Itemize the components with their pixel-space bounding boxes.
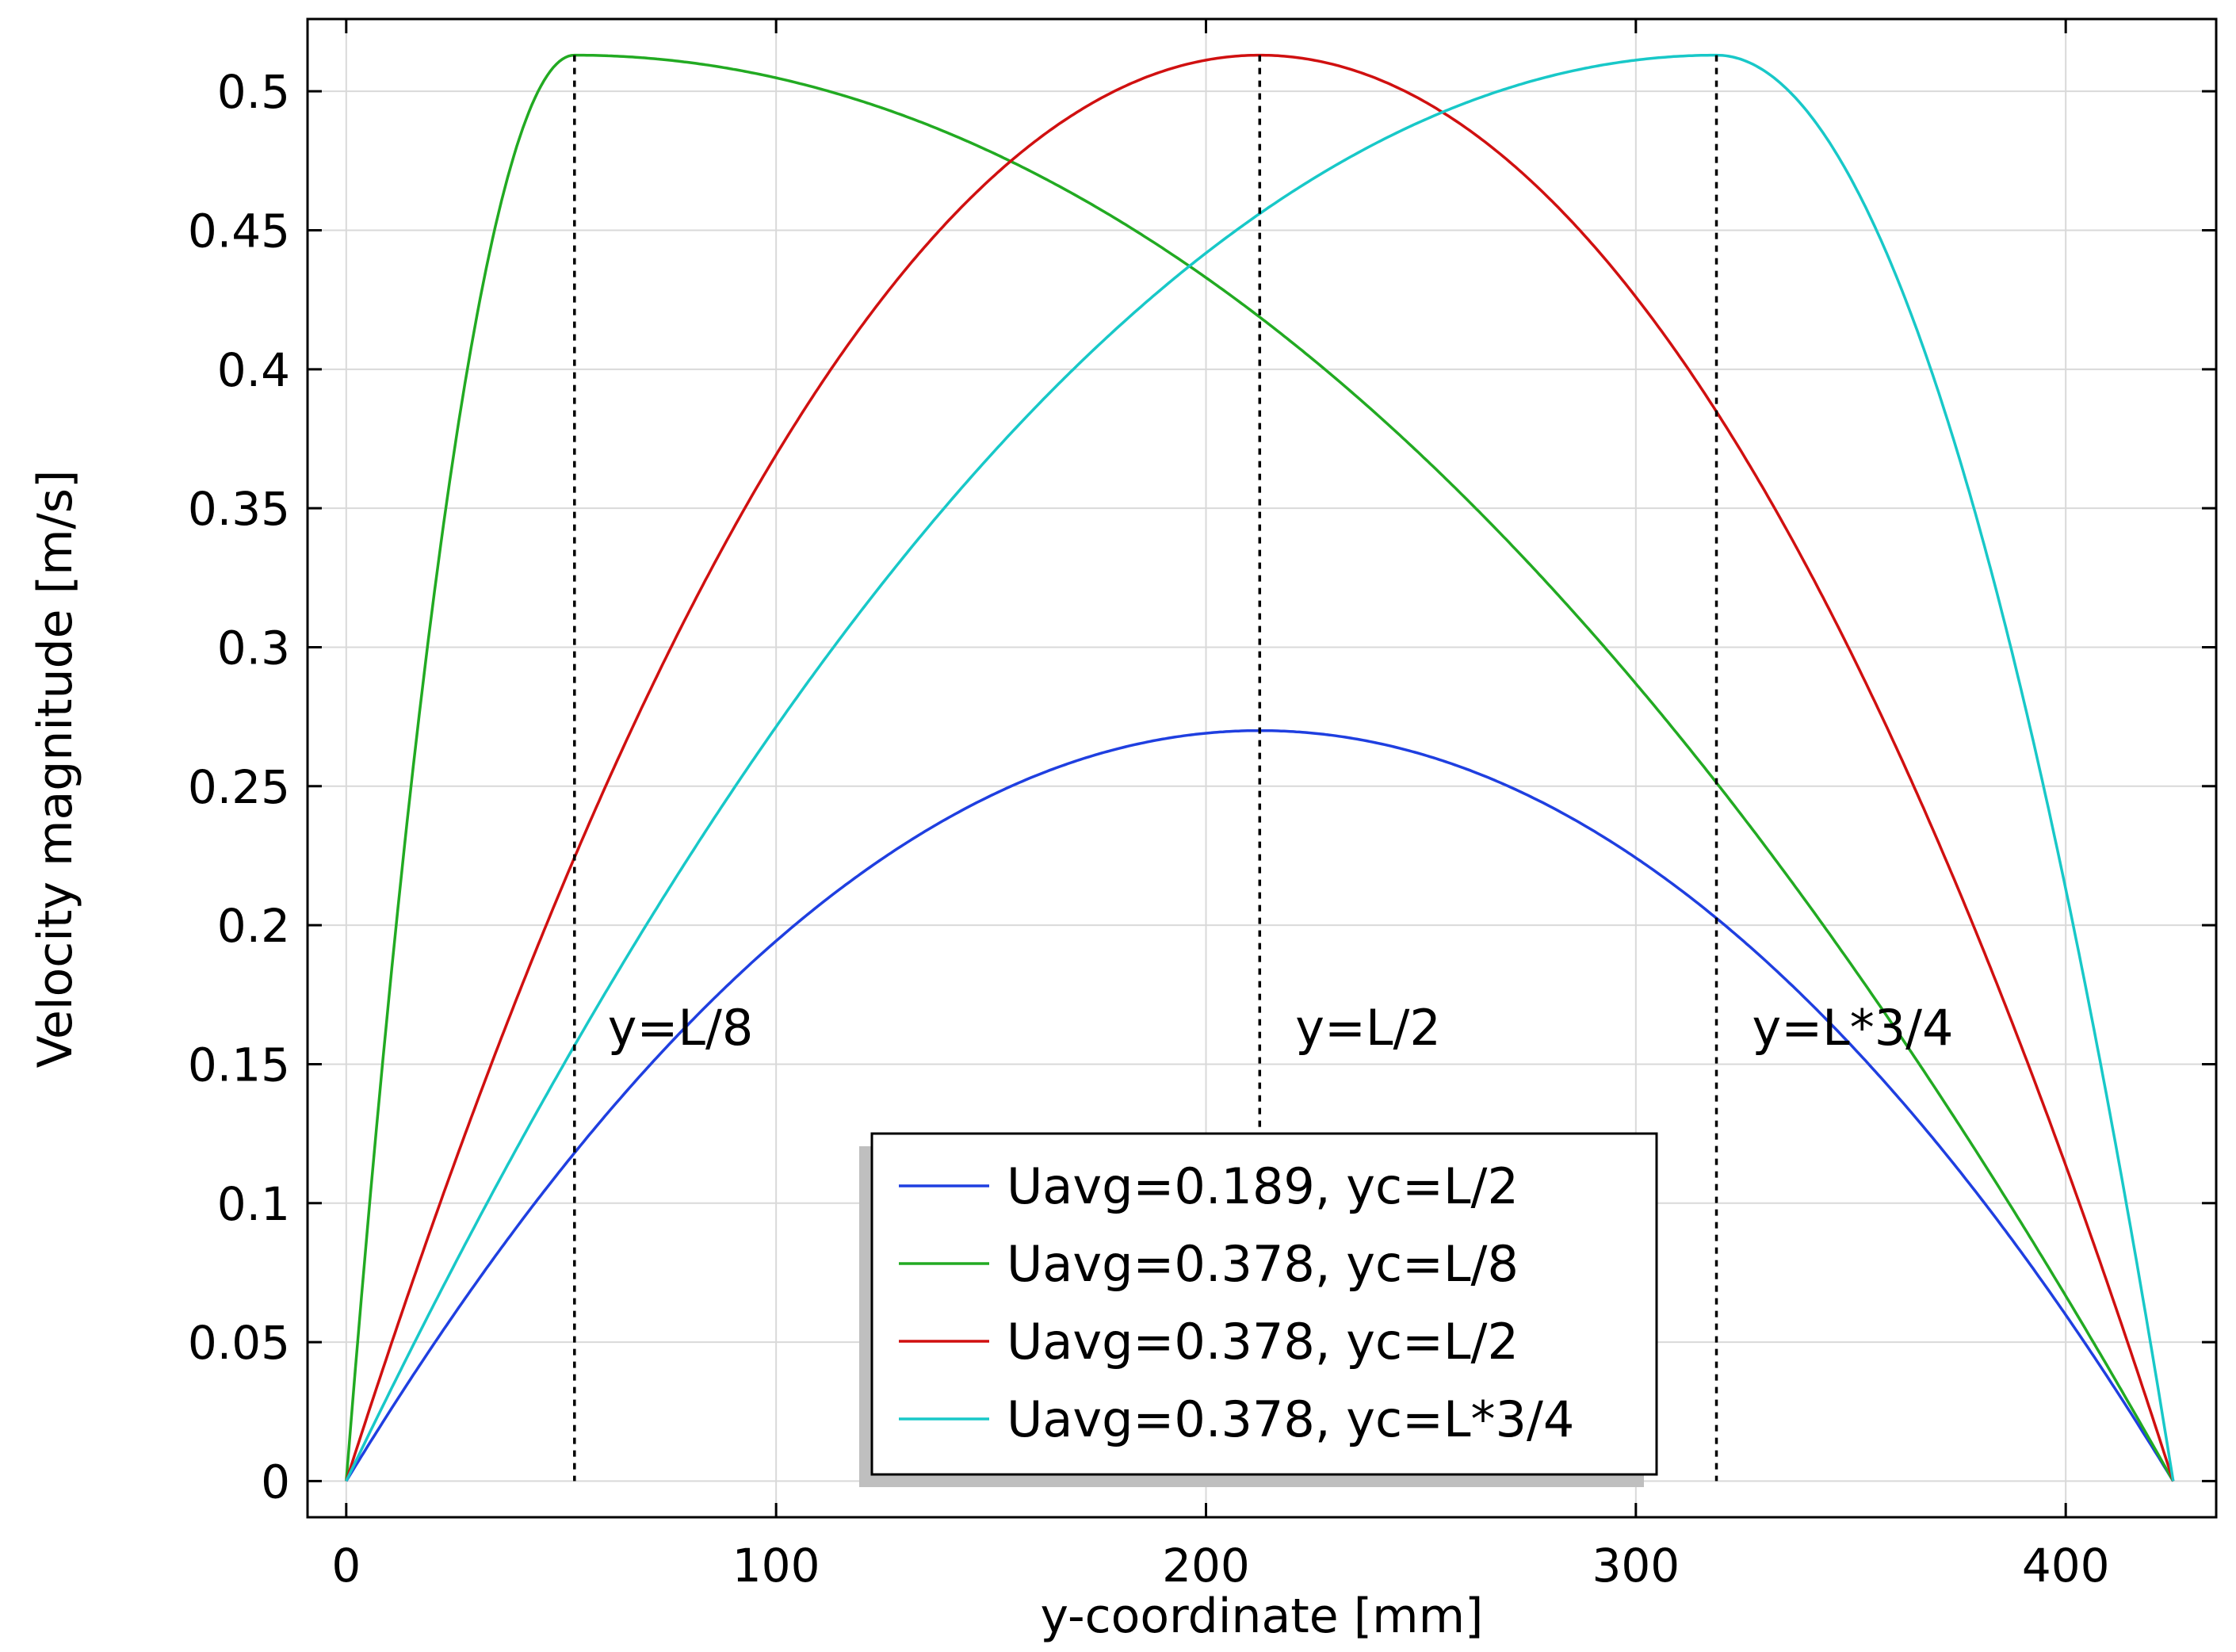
legend-entry: Uavg=0.189, yc=L/2 [1007, 1157, 1519, 1215]
x-tick-label: 400 [2022, 1539, 2110, 1593]
x-axis-title: y-coordinate [mm] [1041, 1589, 1484, 1644]
reference-label: y=L/8 [608, 999, 754, 1057]
y-tick-label: 0.15 [188, 1038, 290, 1092]
y-tick-label: 0.2 [217, 899, 290, 953]
y-tick-label: 0.3 [217, 621, 290, 675]
x-axis-ticks: 0 100 200 300 400 [331, 19, 2110, 1593]
legend-entry: Uavg=0.378, yc=L/8 [1007, 1235, 1519, 1293]
y-axis-title: Velocity magnitude [m/s] [28, 470, 83, 1069]
legend-entry: Uavg=0.378, yc=L/2 [1007, 1313, 1519, 1371]
reference-label: y=L*3/4 [1752, 999, 1954, 1057]
x-tick-label: 300 [1592, 1539, 1680, 1593]
legend-box [870, 1132, 1658, 1476]
reference-label: y=L/2 [1295, 999, 1441, 1057]
x-tick-label: 100 [732, 1539, 820, 1593]
y-tick-label: 0 [261, 1455, 290, 1509]
grid-lines [308, 19, 2216, 1517]
y-tick-label: 0.1 [217, 1177, 290, 1231]
reference-lines: y=L/8 y=L/2 y=L*3/4 [573, 55, 1954, 1482]
y-tick-label: 0.25 [188, 760, 290, 814]
x-tick-label: 0 [331, 1539, 361, 1593]
legend: Uavg=0.189, yc=L/2 Uavg=0.378, yc=L/8 Uavg… [859, 1132, 1658, 1487]
x-tick-label: 200 [1162, 1539, 1250, 1593]
y-tick-label: 0.35 [188, 482, 290, 536]
y-tick-label: 0.5 [217, 65, 290, 119]
y-tick-label: 0.4 [217, 343, 290, 397]
legend-entry: Uavg=0.378, yc=L*3/4 [1007, 1390, 1574, 1448]
y-tick-label: 0.45 [188, 204, 290, 258]
plot-frame [306, 17, 2218, 1519]
y-axis-ticks: 0 0.05 0.1 0.15 0.2 0.25 0.3 0.35 0.4 0.45 0.5 [188, 65, 2216, 1509]
series-line [345, 53, 2175, 1482]
y-tick-label: 0.05 [188, 1316, 290, 1370]
